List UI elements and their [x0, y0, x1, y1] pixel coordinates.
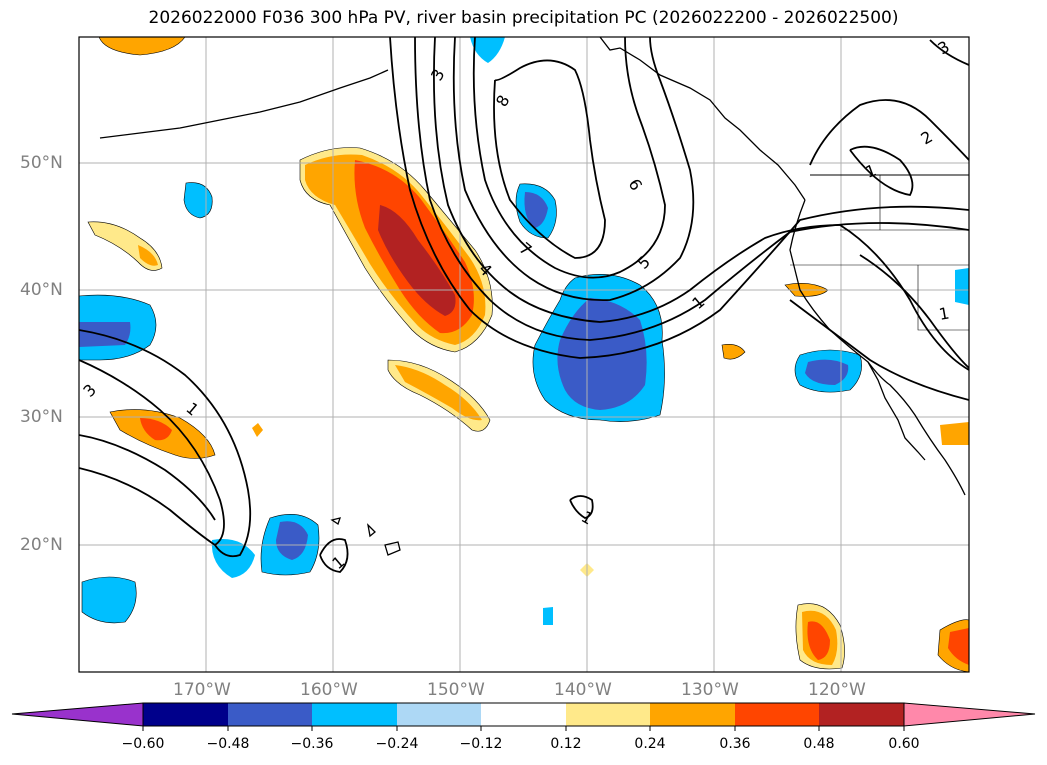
positive-anomaly-mexico-coast: [940, 422, 969, 445]
negative-anomaly-gulf-alaska-core: [524, 192, 548, 228]
pv-contour-4: [414, 37, 969, 341]
positive-anomaly-small-east: [721, 344, 746, 360]
contour-label: 6: [625, 176, 647, 194]
colorbar-swatch: [481, 703, 566, 726]
colorbar-tick-label: 0.36: [719, 736, 751, 752]
negative-anomaly-east-edge: [955, 268, 969, 305]
positive-anomaly-north-edge: [98, 37, 186, 56]
lat-label-40n: 40°N: [20, 280, 63, 300]
pv-contour-1-west: [79, 329, 252, 558]
colorbar-tick-label: 0.24: [634, 736, 666, 752]
pv-contour-3-west-2: [79, 434, 216, 521]
positive-anomaly-southwest-red: [140, 418, 172, 441]
pv-contour-2-east: [809, 99, 969, 166]
positive-anomaly-west-orange: [138, 245, 158, 266]
colorbar-swatch: [819, 703, 904, 726]
colorbar-extend-min: [11, 702, 144, 727]
negative-anomaly-small-north: [183, 182, 213, 219]
pv-contour-labels: 3 8 6 7 5 4 1 2 3 1 1 1 1 1 3: [79, 37, 952, 573]
pv-contour-1-hawaii: [319, 538, 349, 573]
negative-anomaly-hawaii-core: [276, 521, 308, 560]
lon-label-170w: 170°W: [173, 680, 231, 700]
colorbar-tick-label: 0.60: [888, 736, 920, 752]
contour-label: 3: [79, 380, 100, 401]
lat-label-50n: 50°N: [20, 153, 63, 173]
colorbar-swatch: [312, 703, 397, 726]
pv-contour-6: [452, 37, 695, 302]
baja-california: [867, 361, 926, 461]
negative-anomaly-top: [470, 37, 505, 63]
north-america-west-coast: [789, 199, 966, 496]
colorbar-tick-label: −0.60: [121, 736, 165, 752]
colorbar-extend-max: [903, 702, 1036, 727]
negative-anomaly-west-core: [79, 322, 131, 347]
alaska-coast: [599, 37, 806, 201]
lon-label-130w: 130°W: [681, 680, 739, 700]
pv-contour-1-east-2: [839, 224, 969, 371]
hawaii-islands: [330, 517, 401, 556]
contour-label: 8: [492, 92, 514, 110]
contour-label: 1: [578, 507, 596, 529]
pv-contour-1-central: [569, 495, 594, 519]
pv-contour-1-east-3: [789, 299, 969, 401]
contour-label: 7: [515, 239, 535, 260]
colorbar-tick-label: −0.48: [206, 736, 250, 752]
colorbar-swatch: [650, 703, 735, 726]
positive-anomaly-baja-south-red: [807, 621, 830, 660]
colorbar-ticks: [142, 726, 905, 731]
colorbar-swatch: [397, 703, 481, 726]
pv-contour-3: [389, 37, 969, 359]
lon-label-150w: 150°W: [427, 680, 485, 700]
pv-contour-1-west-2: [79, 359, 225, 546]
lon-label-160w: 160°W: [300, 680, 358, 700]
aleutian-chain: [99, 69, 389, 139]
lat-label-20n: 20°N: [20, 535, 63, 555]
colorbar-tick-label: 0.12: [550, 736, 582, 752]
negative-anomaly-central-pacific-core: [557, 298, 647, 410]
pv-contour-5: [433, 37, 841, 323]
pv-contour-2-east-inner: [849, 145, 914, 196]
positive-anomaly-main-darkred: [378, 205, 456, 316]
colorbar-tick-label: −0.36: [290, 736, 334, 752]
contour-label: 1: [937, 303, 950, 323]
contour-label: 1: [688, 292, 708, 313]
pv-contour-4-northeast: [929, 39, 969, 66]
pv-contours: [79, 37, 969, 573]
negative-anomaly-baja-core: [805, 359, 849, 385]
colorbar: [11, 702, 1036, 731]
coastlines: [99, 37, 969, 556]
contour-label: 1: [863, 160, 879, 181]
lon-label-120w: 120°W: [808, 680, 866, 700]
colorbar-swatch: [566, 703, 650, 726]
negative-anomaly-southwest: [81, 576, 137, 624]
map-frame: [78, 36, 970, 673]
colorbar-swatch: [143, 703, 228, 726]
map-panel: 3 8 6 7 5 4 1 2 3 1 1 1 1 1 3: [79, 37, 969, 672]
lat-label-30n: 30°N: [20, 407, 63, 427]
negative-anomaly-small-south: [543, 607, 553, 625]
pv-contour-8: [493, 59, 606, 259]
us-state-borders: [790, 175, 969, 331]
pv-contour-3-west: [79, 467, 216, 546]
colorbar-frame: [142, 702, 905, 727]
contour-label: 2: [918, 127, 936, 149]
positive-anomaly-dot-2: [252, 423, 263, 437]
pv-contour-7: [472, 37, 666, 279]
contour-label: 1: [182, 399, 202, 420]
colorbar-swatch: [735, 703, 819, 726]
lon-label-140w: 140°W: [554, 680, 612, 700]
pv-contour-1-east: [859, 254, 969, 369]
colorbar-tick-label: 0.48: [803, 736, 835, 752]
positive-precip-shading: [87, 37, 969, 672]
colorbar-swatch: [228, 703, 312, 726]
positive-anomaly-southeast-red: [948, 628, 969, 665]
colorbar-tick-label: −0.12: [459, 736, 503, 752]
graticule: [79, 37, 969, 672]
colorbar-tick-label: −0.24: [375, 736, 419, 752]
contour-label: 3: [427, 66, 449, 84]
map-title: 2026022000 F036 300 hPa PV, river basin …: [148, 8, 899, 28]
